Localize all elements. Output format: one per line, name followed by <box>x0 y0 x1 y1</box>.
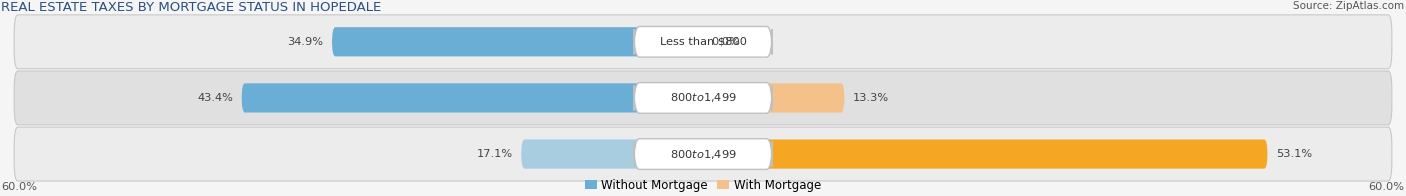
FancyBboxPatch shape <box>14 127 1392 181</box>
Text: 60.0%: 60.0% <box>1368 182 1405 192</box>
Text: $800 to $1,499: $800 to $1,499 <box>669 91 737 104</box>
FancyBboxPatch shape <box>634 139 772 169</box>
Text: 43.4%: 43.4% <box>197 93 233 103</box>
Text: 60.0%: 60.0% <box>1 182 38 192</box>
FancyBboxPatch shape <box>14 71 1392 125</box>
FancyBboxPatch shape <box>522 140 703 169</box>
Text: Source: ZipAtlas.com: Source: ZipAtlas.com <box>1294 1 1405 11</box>
Text: Less than $800: Less than $800 <box>659 37 747 47</box>
FancyBboxPatch shape <box>332 27 703 56</box>
Text: 17.1%: 17.1% <box>477 149 513 159</box>
FancyBboxPatch shape <box>634 26 772 57</box>
FancyBboxPatch shape <box>634 83 772 113</box>
Text: 34.9%: 34.9% <box>287 37 323 47</box>
Text: 13.3%: 13.3% <box>853 93 889 103</box>
FancyBboxPatch shape <box>242 83 703 113</box>
FancyBboxPatch shape <box>703 140 1267 169</box>
Legend: Without Mortgage, With Mortgage: Without Mortgage, With Mortgage <box>581 174 825 196</box>
FancyBboxPatch shape <box>14 15 1392 69</box>
FancyBboxPatch shape <box>703 83 845 113</box>
Text: REAL ESTATE TAXES BY MORTGAGE STATUS IN HOPEDALE: REAL ESTATE TAXES BY MORTGAGE STATUS IN … <box>1 1 381 14</box>
Text: 53.1%: 53.1% <box>1277 149 1312 159</box>
Text: $800 to $1,499: $800 to $1,499 <box>669 148 737 161</box>
Text: 0.0%: 0.0% <box>711 37 741 47</box>
